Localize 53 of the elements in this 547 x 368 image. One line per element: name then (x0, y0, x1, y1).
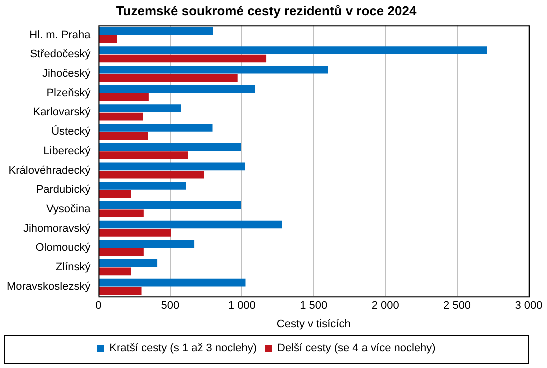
bar (99, 278, 246, 287)
bar (99, 66, 328, 74)
bar (99, 248, 144, 256)
legend-label: Kratší cesty (s 1 až 3 noclehy) (110, 342, 258, 355)
x-tick-label: 2 500 (444, 300, 472, 312)
y-tick-label: Karlovarský (33, 106, 92, 119)
x-axis-title: Cesty v tisících (276, 318, 351, 330)
x-tick-label: 3 000 (515, 300, 543, 312)
x-tick-label: 0 (96, 300, 102, 312)
y-tick-label: Jihomoravský (23, 222, 92, 235)
bar (99, 85, 256, 94)
y-tick-label: Olomoucký (36, 242, 92, 254)
bar (99, 35, 118, 44)
bar (99, 260, 158, 268)
legend-label: Delší cesty (se 4 a více noclehy) (277, 342, 436, 355)
y-tick-label: Zlínský (56, 262, 92, 274)
chart-title: Tuzemské soukromé cesty rezidentů v roce 2024 (116, 3, 418, 18)
bar (99, 112, 144, 121)
y-tick-label: Hl. m. Praha (30, 29, 92, 42)
y-tick-label: Plzeňský (46, 87, 92, 100)
bar (99, 124, 213, 132)
y-tick-label: Královéhradecký (8, 164, 92, 177)
bar (99, 201, 242, 210)
y-tick-label: Ústecký (52, 125, 92, 138)
y-tick-label: Liberecký (44, 145, 92, 158)
x-tick-label: 1 000 (228, 300, 256, 312)
y-tick-label: Pardubický (36, 184, 92, 196)
bar (99, 240, 195, 248)
x-tick-label: 500 (161, 300, 180, 312)
x-tick-label: 2 000 (372, 300, 400, 312)
bar (99, 74, 238, 82)
bar (99, 132, 148, 140)
bar (99, 94, 149, 102)
y-tick-label: Středočeský (30, 48, 92, 61)
bar (99, 162, 246, 171)
x-tick-label: 1 500 (300, 300, 328, 312)
y-tick-label: Vysočina (46, 204, 92, 216)
bar (99, 220, 282, 229)
bar (99, 104, 182, 112)
bar (99, 54, 267, 63)
bar (99, 210, 144, 218)
bar (99, 170, 204, 179)
bar (99, 268, 132, 276)
bar (99, 46, 488, 54)
bar (99, 190, 132, 198)
bar (99, 229, 172, 237)
y-tick-label: Moravskoslezský (6, 280, 92, 293)
bar (99, 152, 188, 160)
bar (99, 143, 242, 152)
y-tick-label: Jihočeský (42, 68, 92, 80)
bar (99, 287, 142, 295)
bar (99, 182, 186, 190)
bar (99, 27, 214, 36)
